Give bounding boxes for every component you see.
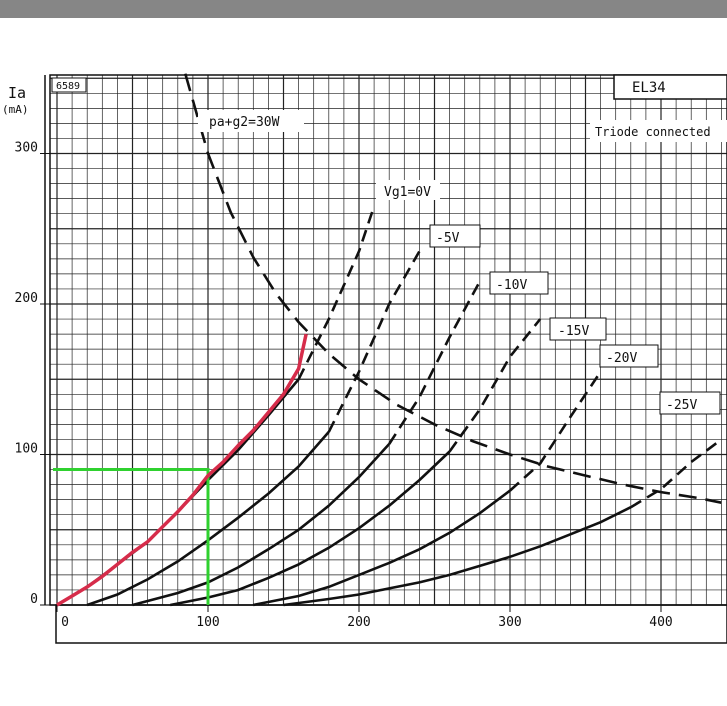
series-line-dashed-2 — [388, 280, 481, 445]
highlight-layer — [53, 333, 308, 607]
y-tick-labels: 0 100 200 300 — [15, 141, 50, 607]
series-label-vg1-0v: Vg1=0V — [384, 185, 431, 200]
series-label-minus-5v: -5V — [436, 231, 460, 246]
power-box — [198, 110, 304, 132]
series-label-minus-10v: -10V — [496, 278, 527, 293]
y-tick-label: 300 — [15, 141, 38, 156]
window-top-bar — [0, 0, 727, 18]
series-line-4 — [253, 489, 511, 607]
series-label-minus-20v: -20V — [606, 351, 637, 366]
series-line-2 — [132, 443, 391, 607]
highlighted-curve — [56, 333, 308, 607]
series-line-3 — [170, 450, 451, 607]
mode-box — [590, 120, 727, 142]
operating-point-guides — [53, 468, 210, 605]
series-line-dashed-3 — [448, 318, 542, 453]
x-axis-strip — [55, 604, 727, 644]
y-axis-unit: (mA) — [2, 103, 29, 116]
x-tick-labels: 0 100 200 300 400 — [56, 605, 673, 630]
x-tick-label: 300 — [498, 615, 521, 630]
chart-code: 6589 — [56, 81, 80, 92]
y-tick-label: 100 — [15, 442, 38, 457]
tube-box — [613, 74, 727, 100]
y-tick-label: 200 — [15, 291, 38, 306]
x-tick-label: 400 — [649, 615, 672, 630]
power-limit-curve — [184, 73, 722, 504]
y-axis-symbol: Ia — [8, 84, 26, 102]
series-line-dashed-0 — [297, 205, 376, 380]
x-tick-label: 0 — [61, 615, 69, 630]
series-line-5 — [283, 506, 632, 607]
plot-frame — [49, 74, 727, 606]
y-tick-label: 0 — [30, 592, 38, 607]
series-label-minus-15v: -15V — [558, 324, 589, 339]
tube-label: EL34 — [632, 80, 666, 96]
power-label: pa+g2=30W — [209, 115, 280, 130]
series-line-dashed-1 — [327, 250, 421, 433]
series-line-dashed-4 — [509, 370, 602, 492]
x-tick-label: 200 — [347, 615, 370, 630]
x-tick-label: 100 — [196, 615, 219, 630]
mode-label: Triode connected — [595, 125, 711, 139]
code-box — [51, 77, 87, 93]
series-label-minus-25v: -25V — [666, 398, 697, 413]
chart-grid — [50, 75, 727, 606]
